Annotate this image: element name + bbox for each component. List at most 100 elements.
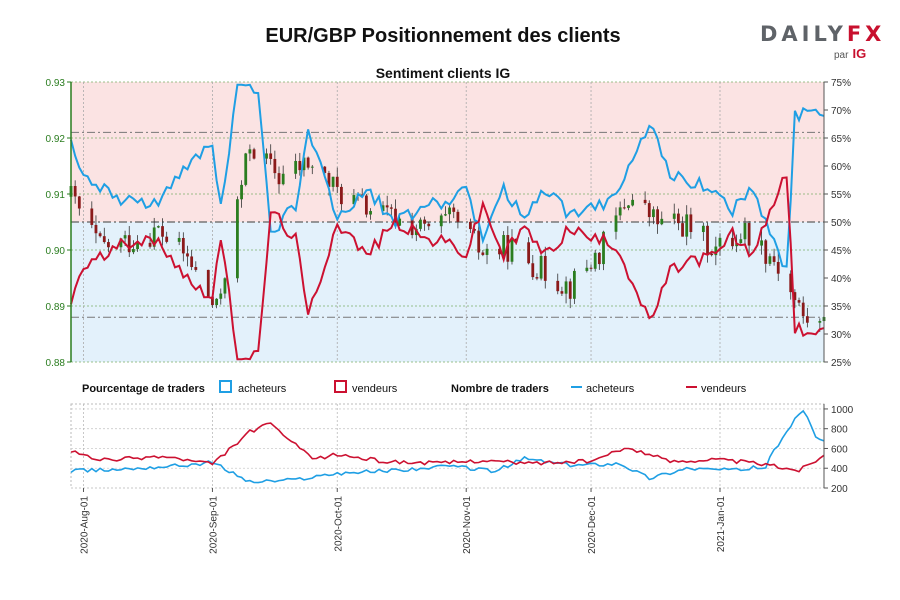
count-axis-ticks: 200 400 600 800 1000 — [824, 405, 854, 495]
price-candle — [531, 263, 535, 278]
price-candle — [248, 149, 252, 154]
price-candle — [706, 225, 709, 254]
price-candle — [535, 277, 539, 279]
legend: Pourcentage de traders acheteurs vendeur… — [82, 380, 747, 395]
price-candle — [369, 211, 372, 215]
buyers-count-line — [70, 409, 825, 484]
price-candle — [156, 226, 160, 228]
date-axis-labels: 2020-Aug-01 2020-Sep-01 2020-Oct-01 2020-No… — [79, 488, 727, 554]
legend-count-buyers-label: acheteurs — [586, 383, 635, 395]
percent-tick-label: 70% — [831, 106, 851, 117]
percent-tick-label: 40% — [831, 274, 851, 285]
price-candle — [602, 231, 605, 265]
date-tick-label: 2020-Aug-01 — [79, 496, 90, 554]
count-tick-label: 800 — [831, 425, 848, 436]
price-candle — [448, 207, 451, 215]
price-candle — [240, 184, 243, 200]
price-tick-label: 0.89 — [46, 302, 66, 313]
sellers-percent-line — [70, 176, 825, 361]
price-candle — [102, 236, 106, 243]
price-candle — [335, 176, 339, 187]
logo-main-text: DAILY — [760, 22, 847, 46]
count-tick-label: 1000 — [831, 405, 854, 416]
price-candle — [502, 235, 506, 255]
price-candle — [206, 269, 210, 297]
price-reference-lines — [71, 131, 824, 318]
percent-tick-label: 50% — [831, 218, 851, 229]
legend-count-title: Nombre de traders — [451, 383, 549, 395]
dailyfx-logo: DAILYFX par IG — [760, 22, 881, 66]
legend-pct-buyers-label: acheteurs — [238, 383, 287, 395]
price-candle — [194, 267, 198, 270]
price-candle — [219, 293, 223, 299]
price-candle — [98, 233, 102, 237]
price-candle — [660, 218, 664, 225]
price-candle — [560, 291, 564, 294]
price-candle — [148, 242, 152, 247]
date-tick-label: 2020-Oct-01 — [333, 496, 344, 552]
price-candle — [718, 237, 722, 247]
price-candle — [398, 218, 402, 226]
percent-tick-label: 60% — [831, 162, 851, 173]
price-candle — [211, 296, 214, 306]
price-candle — [327, 172, 331, 187]
price-candle — [647, 203, 651, 218]
price-candle — [747, 223, 751, 246]
price-candle — [543, 255, 547, 281]
price-candle — [572, 270, 576, 299]
price-candle — [789, 273, 793, 293]
price-candle — [73, 185, 77, 197]
count-tick-label: 400 — [831, 464, 848, 475]
price-tick-label: 0.91 — [46, 190, 66, 201]
price-candle — [323, 166, 327, 173]
price-candle — [597, 252, 601, 265]
price-axis-ticks: 0.88 0.89 0.90 0.91 0.92 0.93 — [46, 78, 71, 369]
price-candle — [340, 186, 343, 205]
percent-tick-label: 25% — [831, 358, 851, 369]
date-tick-label: 2021-Jan-01 — [716, 496, 727, 553]
price-candle — [419, 219, 422, 229]
price-candle — [132, 249, 135, 253]
price-candle — [161, 226, 164, 237]
price-candle — [473, 229, 476, 231]
price-candle — [689, 214, 693, 233]
price-candle — [760, 240, 763, 246]
buyers-zone-shading — [71, 222, 824, 362]
count-tick-label: 600 — [831, 444, 848, 455]
percent-tick-label: 55% — [831, 190, 851, 201]
date-tick-label: 2020-Sep-01 — [208, 496, 219, 554]
price-candle — [506, 235, 510, 262]
price-candle — [360, 194, 364, 196]
price-candle — [364, 195, 368, 215]
price-candle — [805, 316, 809, 323]
price-candle — [136, 242, 139, 250]
price-candle — [672, 213, 676, 219]
price-candle — [714, 246, 718, 256]
price-candle — [568, 281, 572, 299]
price-candle — [627, 205, 630, 208]
price-candle — [269, 153, 273, 159]
price-candle — [468, 221, 472, 230]
price-candle — [427, 223, 431, 227]
price-plot: 0.88 0.89 0.90 0.91 0.92 0.93 25% 30% 35% 40% 45%… — [46, 78, 852, 369]
price-candle — [127, 235, 131, 253]
percent-tick-label: 30% — [831, 330, 851, 341]
price-candle — [539, 255, 543, 279]
price-candle — [302, 157, 306, 171]
price-candle — [294, 160, 298, 174]
price-candle — [456, 211, 460, 222]
price-candle — [510, 238, 514, 262]
price-candle — [564, 281, 568, 294]
price-candle — [772, 256, 776, 262]
price-candle — [685, 214, 689, 237]
price-candle — [252, 149, 256, 159]
price-tick-label: 0.92 — [46, 134, 66, 145]
price-candle — [477, 230, 481, 253]
price-candle — [277, 173, 281, 185]
count-gridlines — [71, 404, 824, 489]
price-candle — [768, 256, 772, 264]
price-candle — [793, 292, 797, 301]
price-candle — [452, 207, 456, 212]
price-candle — [589, 267, 593, 269]
